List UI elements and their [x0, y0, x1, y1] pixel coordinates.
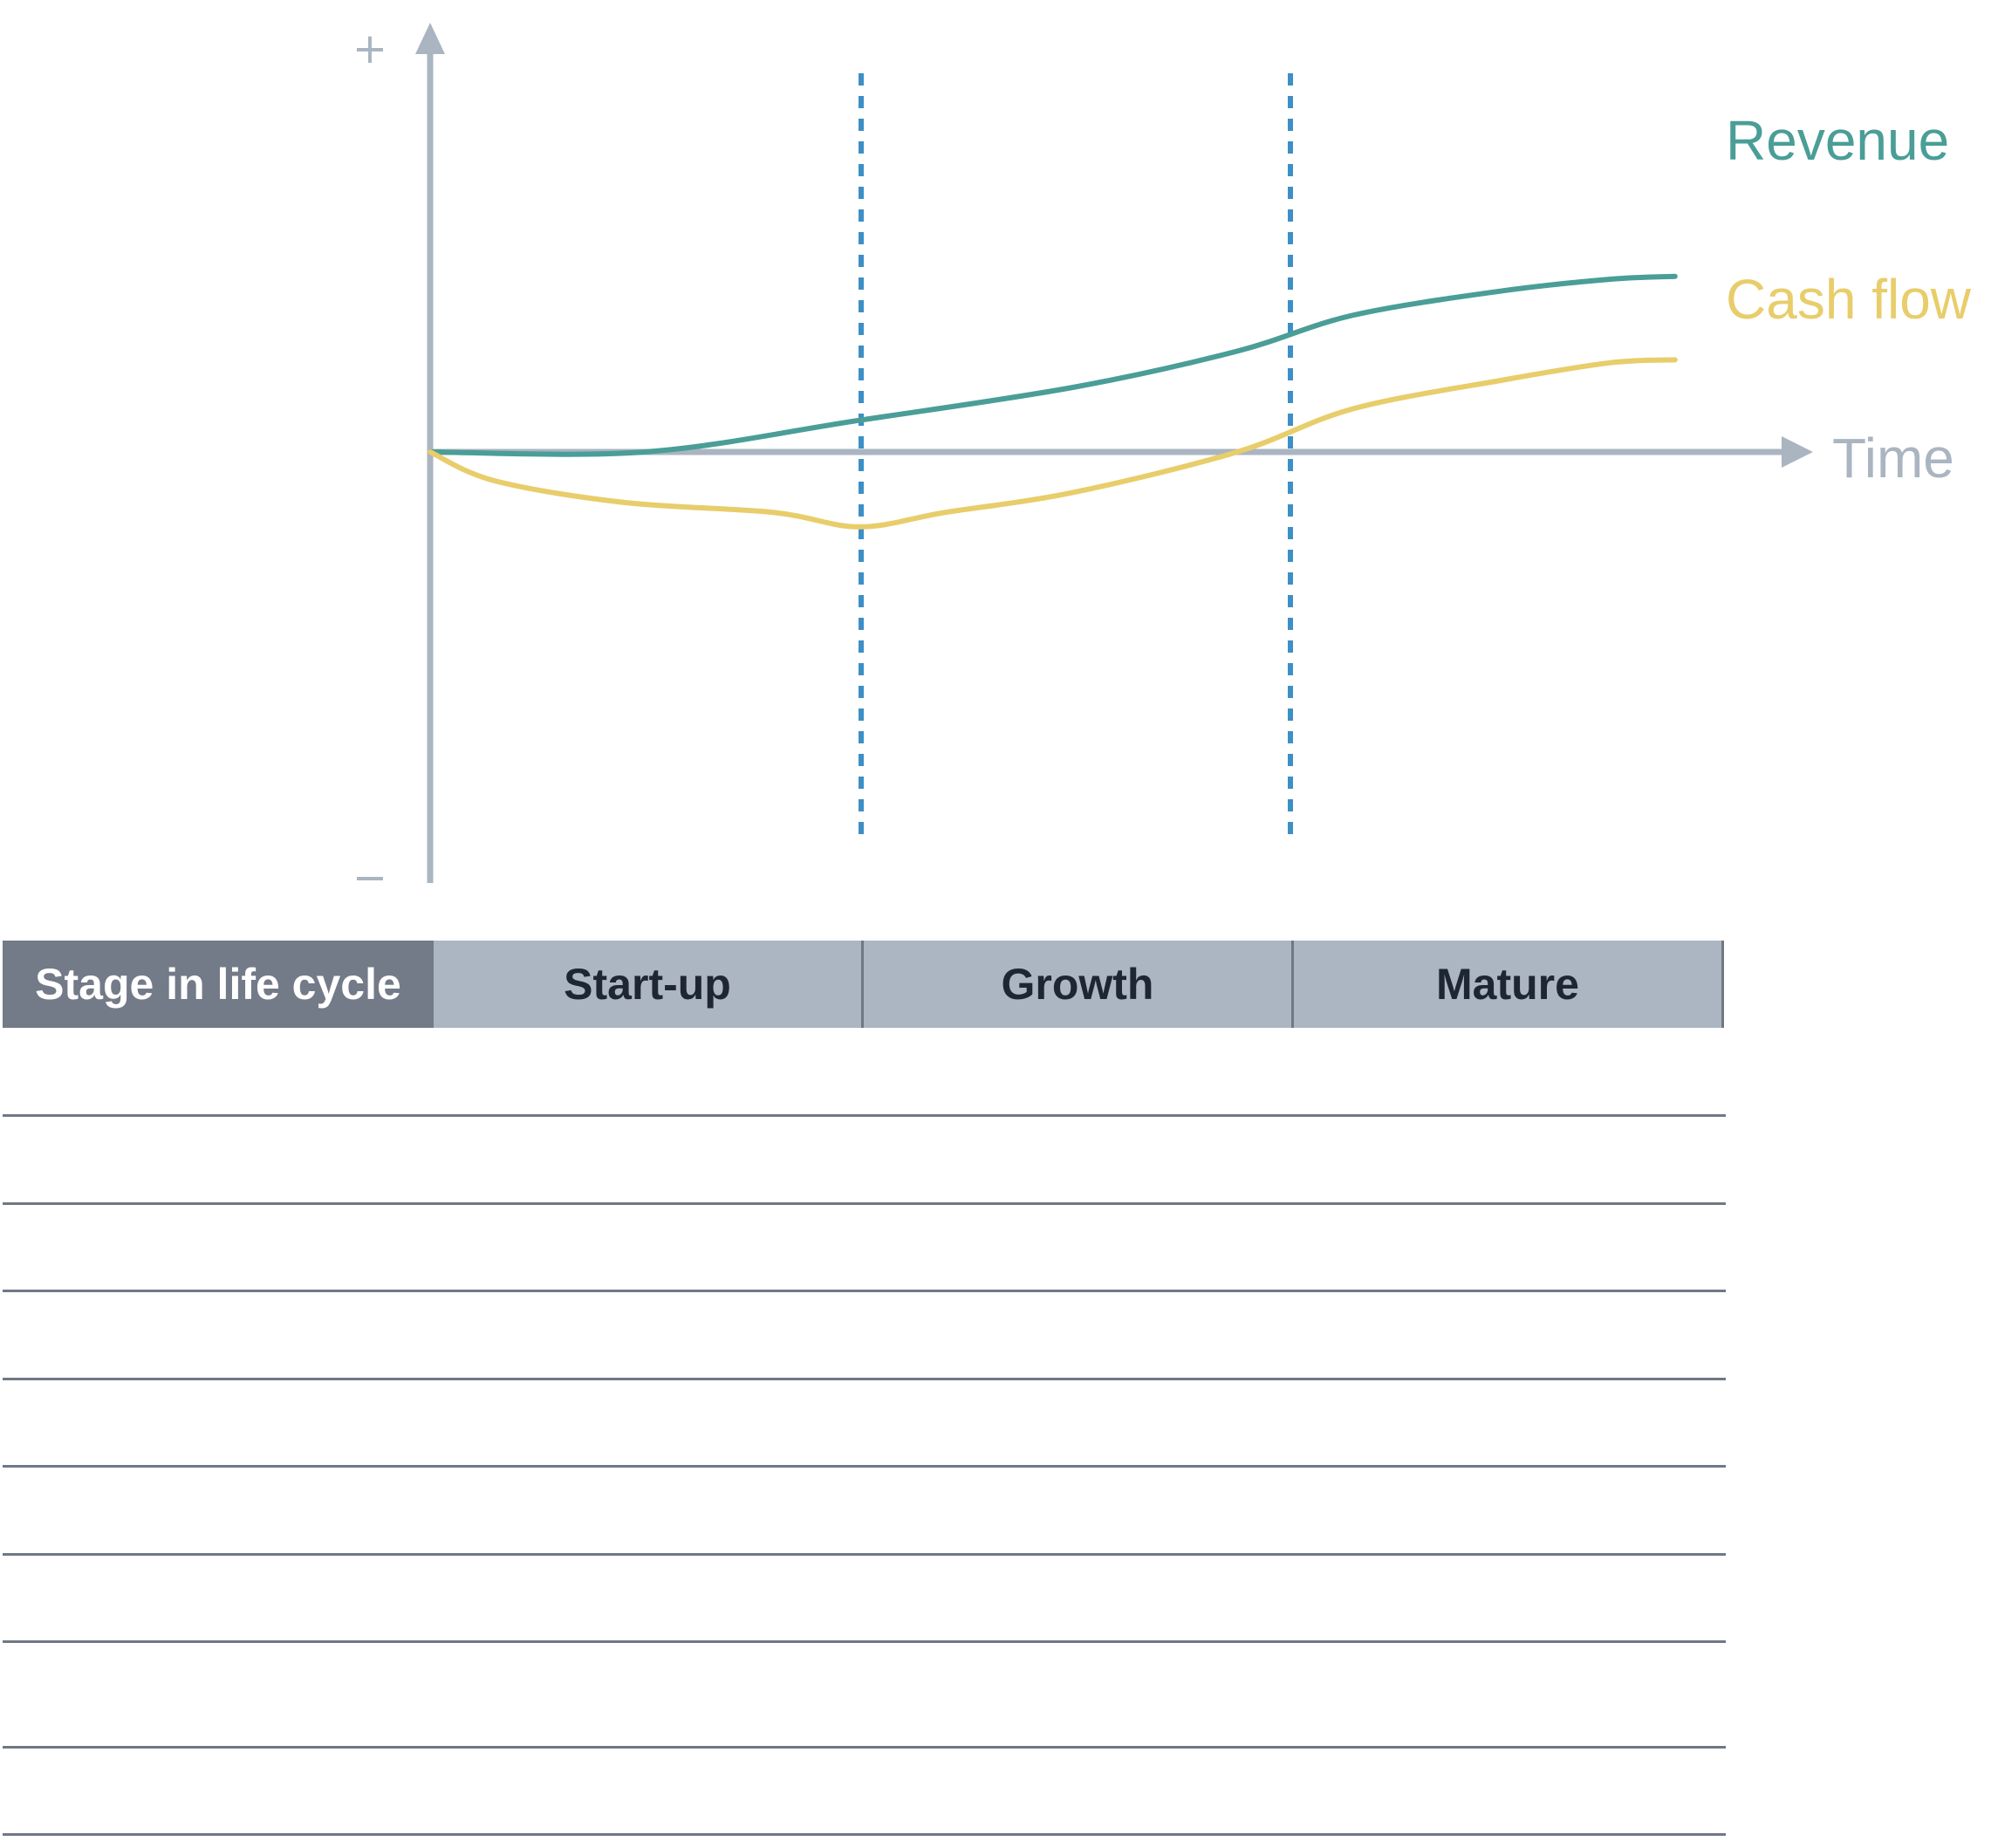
table-row-rule [3, 1114, 1726, 1117]
y-axis-arrow [415, 23, 445, 54]
table-row-rule [3, 1833, 1726, 1836]
stage-dividers [859, 73, 1293, 836]
series-line-revenue [428, 273, 1678, 457]
table-row-rule [3, 1552, 1726, 1556]
x-axis-label: Time [1832, 427, 1954, 489]
stage-mature: Mature [1294, 941, 1724, 1028]
table-row-rule [3, 1465, 1726, 1468]
x-axis-arrow [1782, 436, 1813, 468]
stage-header-label: Stage in life cycle [3, 941, 434, 1028]
stage-header-row: Stage in life cycle Start-up Growth Matu… [3, 941, 1726, 1028]
series-lines [428, 273, 1678, 530]
y-axis-plus: + [352, 24, 387, 73]
y-axis-minus: − [352, 853, 387, 902]
table-row-rule [3, 1201, 1726, 1205]
lifecycle-chart: + − Time Revenue Cash flow [352, 23, 1972, 902]
stage-growth: Growth [864, 941, 1294, 1028]
cash-flow-label: Cash flow [1726, 268, 1972, 331]
revenue-label: Revenue [1726, 109, 1949, 172]
table-row-rule [3, 1290, 1726, 1292]
stage-table: Stage in life cycle Start-up Growth Matu… [3, 941, 1726, 1836]
series-line-cash-flow [428, 357, 1678, 530]
table-row-rule [3, 1377, 1726, 1380]
stage-start-up: Start-up [434, 941, 864, 1028]
table-row-rule [3, 1745, 1726, 1749]
table-row-rule [3, 1640, 1726, 1643]
